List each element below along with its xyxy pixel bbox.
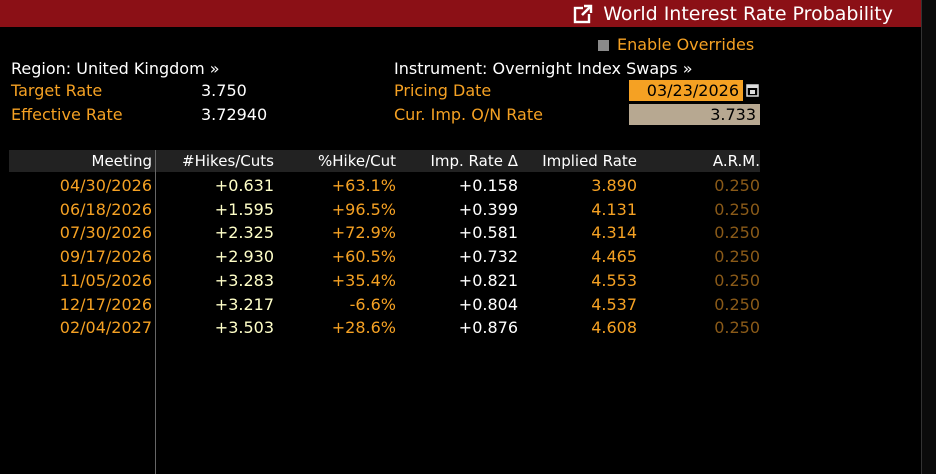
window-right-edge: [921, 0, 936, 474]
arm-value: 0.250: [714, 176, 760, 195]
imp-rate-delta: +0.876: [458, 318, 518, 338]
pct-hike-cut: +35.4%: [331, 270, 396, 290]
hikes-cuts: +3.217: [214, 294, 274, 314]
external-link-icon[interactable]: [573, 4, 594, 24]
region-selector[interactable]: Region: United Kingdom »: [11, 59, 220, 78]
meeting-date: 02/04/2027: [59, 318, 152, 338]
enable-overrides-label: Enable Overrides: [617, 35, 755, 54]
table-header: Meeting #Hikes/Cuts %Hike/Cut Imp. Rate …: [9, 150, 760, 172]
meeting-date: 11/05/2026: [59, 270, 152, 290]
pct-hike-cut: +72.9%: [331, 223, 396, 243]
implied-rate: 4.465: [591, 247, 637, 267]
calendar-icon[interactable]: [745, 81, 760, 100]
pct-hike-cut: +63.1%: [331, 176, 396, 195]
implied-rate: 4.314: [591, 223, 637, 243]
rate-probability-table: Meeting #Hikes/Cuts %Hike/Cut Imp. Rate …: [9, 150, 760, 474]
implied-rate: 3.890: [591, 176, 637, 195]
hikes-cuts: +3.283: [214, 270, 274, 290]
target-rate-label: Target Rate: [11, 81, 103, 100]
window-title: World Interest Rate Probability: [603, 3, 893, 25]
effective-rate-value: 3.72940: [201, 105, 268, 124]
hikes-cuts: +0.631: [214, 176, 274, 195]
imp-rate-delta: +0.399: [458, 199, 518, 219]
arm-value: 0.250: [714, 318, 760, 338]
imp-rate-delta: +0.158: [458, 176, 518, 195]
hikes-cuts: +2.325: [214, 223, 274, 243]
pricing-date-label: Pricing Date: [394, 81, 492, 100]
imp-rate-delta: +0.804: [458, 294, 518, 314]
column-divider: [155, 150, 156, 474]
arm-value: 0.250: [714, 199, 760, 219]
imp-rate-delta: +0.732: [458, 247, 518, 267]
arm-value: 0.250: [714, 270, 760, 290]
cur-imp-rate-value: 3.733: [629, 104, 760, 125]
meeting-date: 12/17/2026: [59, 294, 152, 314]
hikes-cuts: +1.595: [214, 199, 274, 219]
arm-value: 0.250: [714, 247, 760, 267]
effective-rate-label: Effective Rate: [11, 105, 123, 124]
arm-value: 0.250: [714, 294, 760, 314]
hikes-cuts: +3.503: [214, 318, 274, 338]
col-pct-header[interactable]: %Hike/Cut: [318, 152, 396, 170]
col-implied-header[interactable]: Implied Rate: [542, 152, 637, 170]
title-group: World Interest Rate Probability: [573, 2, 893, 26]
implied-rate: 4.608: [591, 318, 637, 338]
pct-hike-cut: -6.6%: [349, 294, 396, 314]
meeting-date: 04/30/2026: [59, 176, 152, 195]
target-rate-value: 3.750: [201, 81, 247, 100]
col-arm-header[interactable]: A.R.M.: [712, 152, 760, 170]
table-row[interactable]: 09/17/2026 +2.930 +60.5% +0.732 4.465 0.250: [9, 245, 760, 268]
implied-rate: 4.537: [591, 294, 637, 314]
imp-rate-delta: +0.821: [458, 270, 518, 290]
table-row[interactable]: 07/30/2026 +2.325 +72.9% +0.581 4.314 0.250: [9, 221, 760, 244]
table-row[interactable]: 04/30/2026 +0.631 +63.1% +0.158 3.890 0.250: [9, 174, 760, 197]
meeting-date: 06/18/2026: [59, 199, 152, 219]
pricing-date-field[interactable]: 03/23/2026: [629, 80, 743, 101]
meeting-date: 09/17/2026: [59, 247, 152, 267]
col-hikes-header[interactable]: #Hikes/Cuts: [182, 152, 274, 170]
checkbox-icon[interactable]: [598, 39, 609, 51]
instrument-selector[interactable]: Instrument: Overnight Index Swaps »: [394, 59, 693, 78]
pct-hike-cut: +96.5%: [331, 199, 396, 219]
arm-value: 0.250: [714, 223, 760, 243]
implied-rate: 4.131: [591, 199, 637, 219]
col-meeting-header[interactable]: Meeting: [91, 152, 152, 170]
table-row[interactable]: 12/17/2026 +3.217 -6.6% +0.804 4.537 0.250: [9, 293, 760, 316]
pct-hike-cut: +28.6%: [331, 318, 396, 338]
implied-rate: 4.553: [591, 270, 637, 290]
cur-imp-rate-label: Cur. Imp. O/N Rate: [394, 105, 543, 124]
pct-hike-cut: +60.5%: [331, 247, 396, 267]
title-bar: World Interest Rate Probability: [0, 0, 921, 27]
enable-overrides-toggle[interactable]: Enable Overrides: [598, 35, 754, 55]
table-row[interactable]: 02/04/2027 +3.503 +28.6% +0.876 4.608 0.250: [9, 316, 760, 339]
table-row[interactable]: 11/05/2026 +3.283 +35.4% +0.821 4.553 0.250: [9, 269, 760, 292]
hikes-cuts: +2.930: [214, 247, 274, 267]
col-delta-header[interactable]: Imp. Rate Δ: [430, 152, 518, 170]
imp-rate-delta: +0.581: [458, 223, 518, 243]
meeting-date: 07/30/2026: [59, 223, 152, 243]
table-row[interactable]: 06/18/2026 +1.595 +96.5% +0.399 4.131 0.250: [9, 198, 760, 221]
